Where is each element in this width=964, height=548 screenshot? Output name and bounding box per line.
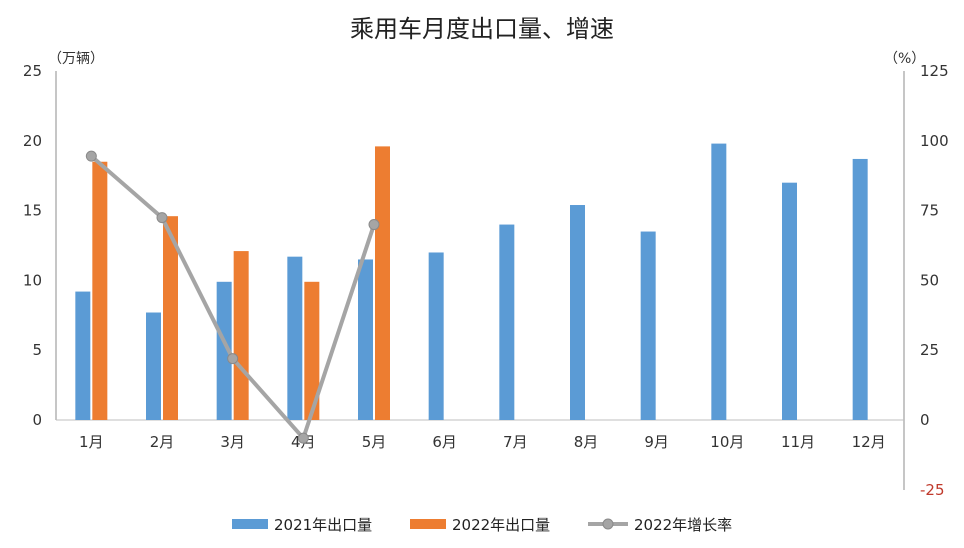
right-axis-unit: （%） — [884, 51, 925, 67]
left-tick-label: 10 — [23, 271, 42, 289]
bar-2022-2 — [163, 216, 178, 420]
right-tick-label: -25 — [920, 481, 945, 499]
growth-rate-line — [90, 154, 376, 441]
bar-2021-2 — [146, 312, 161, 420]
legend-label-2: 2022年增长率 — [634, 516, 732, 534]
x-tick-label: 1月 — [79, 433, 104, 451]
bar-2021-5 — [358, 259, 373, 420]
legend-label-0: 2021年出口量 — [274, 516, 372, 534]
legend-swatch-0 — [232, 519, 268, 529]
left-tick-label: 0 — [32, 411, 42, 429]
legend-label-1: 2022年出口量 — [452, 516, 550, 534]
growth-rate-point-5 — [368, 219, 380, 231]
plot-area: 0510152025-2502550751001251月2月3月4月5月6月7月… — [23, 62, 949, 499]
x-tick-label: 8月 — [574, 433, 599, 451]
x-tick-label: 11月 — [781, 433, 815, 451]
right-tick-label: 25 — [920, 341, 939, 359]
right-tick-label: 100 — [920, 132, 949, 150]
bar-2021-6 — [428, 252, 444, 420]
x-tick-label: 5月 — [362, 433, 387, 451]
bar-2021-1 — [75, 291, 91, 420]
x-tick-label: 10月 — [710, 433, 744, 451]
bar-2021-11 — [782, 182, 797, 420]
bar-2022-3 — [233, 251, 249, 420]
bar-2022-1 — [92, 161, 108, 421]
growth-rate-point-1 — [85, 150, 97, 162]
bar-2021-4 — [287, 256, 303, 420]
x-tick-label: 2月 — [150, 433, 175, 451]
left-tick-label: 15 — [23, 202, 42, 220]
left-tick-label: 5 — [32, 341, 42, 359]
bar-2021-3 — [216, 281, 232, 420]
bar-2022-5 — [375, 146, 390, 420]
legend: 2021年出口量 2022年出口量 2022年增长率 — [232, 516, 732, 534]
left-tick-label: 20 — [23, 132, 42, 150]
bar-2021-10 — [711, 143, 727, 421]
bar-2021-8 — [570, 205, 585, 420]
x-tick-label: 6月 — [432, 433, 457, 451]
legend-marker-2 — [602, 518, 614, 530]
x-tick-label: 3月 — [220, 433, 245, 451]
bar-2021-9 — [640, 231, 656, 420]
x-tick-label: 9月 — [644, 433, 669, 451]
bar-2022-4 — [304, 281, 320, 420]
legend-swatch-1 — [410, 519, 446, 529]
bar-2021-7 — [499, 224, 515, 420]
x-tick-label: 12月 — [852, 433, 886, 451]
left-axis-unit: （万辆） — [48, 51, 104, 67]
chart-title: 乘用车月度出口量、增速 — [350, 15, 614, 43]
growth-rate-point-3 — [227, 353, 239, 365]
right-tick-label: 75 — [920, 202, 939, 220]
growth-rate-point-4 — [297, 432, 309, 444]
x-tick-label: 7月 — [503, 433, 528, 451]
right-tick-label: 0 — [920, 411, 930, 429]
left-tick-label: 25 — [23, 62, 42, 80]
bar-2021-12 — [852, 158, 868, 420]
right-tick-label: 125 — [920, 62, 949, 80]
right-tick-label: 50 — [920, 271, 939, 289]
growth-rate-point-2 — [156, 212, 168, 224]
